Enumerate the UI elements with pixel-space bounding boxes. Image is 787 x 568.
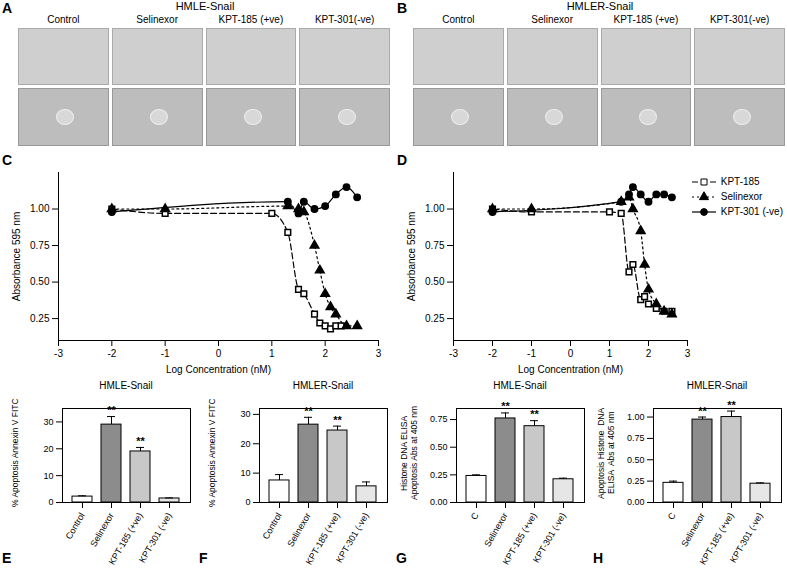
html-text:C: C (2, 152, 13, 168)
svg-text:KPT-185 (+ve): KPT-185 (+ve) (303, 510, 342, 567)
svg-text:0.75: 0.75 (627, 433, 645, 443)
svg-text:**: ** (304, 405, 313, 417)
svg-text:30: 30 (240, 409, 250, 419)
html-text:Selinexor: Selinexor (136, 14, 178, 25)
svg-text:0: 0 (216, 348, 222, 359)
svg-text:**: ** (501, 400, 510, 412)
html-text:E: E (2, 550, 12, 566)
svg-text:KPT-185 (+ve): KPT-185 (+ve) (106, 510, 145, 567)
svg-text:C: C (666, 511, 678, 522)
html-text:HMLER-Snail: HMLER-Snail (686, 380, 748, 391)
svg-text:Log Concentration (nM): Log Concentration (nM) (166, 364, 271, 375)
svg-text:1: 1 (269, 348, 275, 359)
html-text:KPT-185: KPT-185 (720, 176, 760, 187)
svg-text:0.00: 0.00 (430, 497, 448, 507)
html-text:Selinexor: Selinexor (531, 14, 573, 25)
html-text:D: D (397, 152, 408, 168)
svg-text:Selinexor: Selinexor (88, 511, 115, 549)
svg-text:1.00: 1.00 (425, 203, 445, 214)
svg-text:0.50: 0.50 (627, 455, 645, 465)
svg-text:1.00: 1.00 (627, 412, 645, 422)
svg-text:-3: -3 (449, 348, 458, 359)
html-text:Apoptosis Histone DNA ELISA Ab: Apoptosis Histone DNA ELISA Abs at 405 n… (596, 407, 616, 499)
svg-text:Absorbance 595 nm: Absorbance 595 nm (11, 212, 22, 302)
svg-text:**: ** (333, 414, 342, 426)
html-text:Histone DNA ELISA Apoptosis Ab: Histone DNA ELISA Apoptosis Abs at 405 n… (399, 406, 419, 500)
html-text:B: B (397, 0, 408, 16)
svg-text:3: 3 (685, 348, 691, 359)
html-text:HMLER-Snail: HMLER-Snail (292, 380, 354, 391)
svg-text:10: 10 (240, 468, 250, 478)
svg-text:0.75: 0.75 (425, 240, 445, 251)
svg-text:**: ** (698, 405, 707, 417)
html-text:% Apoptosis Annexin V FITC: % Apoptosis Annexin V FITC (10, 398, 20, 508)
svg-text:2: 2 (322, 348, 328, 359)
html-text:F: F (199, 550, 208, 566)
html-text:KPT-185 (+ve): KPT-185 (+ve) (613, 14, 679, 25)
svg-text:C: C (469, 511, 481, 522)
html-text:Selinexor: Selinexor (720, 191, 763, 202)
html-text:A: A (2, 0, 13, 16)
svg-text:-2: -2 (107, 348, 116, 359)
svg-text:Log Concentration (nM): Log Concentration (nM) (518, 364, 623, 375)
svg-text:3: 3 (376, 348, 382, 359)
html-text:H: H (593, 550, 604, 566)
svg-text:2: 2 (646, 348, 652, 359)
svg-text:KPT-185 (+ve): KPT-185 (+ve) (697, 510, 736, 567)
svg-text:1: 1 (607, 348, 613, 359)
html-text:HMLE-Snail: HMLE-Snail (493, 380, 547, 391)
svg-text:0: 0 (245, 497, 250, 507)
svg-text:0.50: 0.50 (425, 276, 445, 287)
svg-text:KPT-301 (-ve): KPT-301 (-ve) (728, 511, 765, 565)
svg-text:KPT-185 (+ve): KPT-185 (+ve) (500, 510, 539, 567)
html-text:KPT-185 (+ve): KPT-185 (+ve) (218, 14, 284, 25)
svg-text:Control: Control (64, 511, 87, 541)
html-text:Control: Control (442, 14, 475, 25)
svg-text:0: 0 (568, 348, 574, 359)
svg-text:Selinexor: Selinexor (285, 511, 312, 549)
svg-text:0.00: 0.00 (627, 497, 645, 507)
svg-text:-1: -1 (161, 348, 170, 359)
html-text:HMLE-Snail: HMLE-Snail (175, 0, 235, 12)
svg-text:KPT-301 (-ve): KPT-301 (-ve) (137, 511, 174, 565)
svg-text:-2: -2 (488, 348, 497, 359)
svg-text:0.25: 0.25 (30, 313, 50, 324)
svg-text:0.25: 0.25 (627, 476, 645, 486)
html-text:KPT-301(-ve): KPT-301(-ve) (709, 14, 770, 25)
html-text:% Apoptosis Annexin V FITC: % Apoptosis Annexin V FITC (207, 398, 217, 508)
html-text:KPT-301(-ve): KPT-301(-ve) (314, 14, 375, 25)
svg-text:0.25: 0.25 (425, 313, 445, 324)
svg-text:1.00: 1.00 (30, 203, 50, 214)
html-text:G: G (396, 550, 407, 566)
svg-text:**: ** (530, 408, 539, 420)
svg-text:0: 0 (48, 497, 53, 507)
svg-text:Selinexor: Selinexor (679, 511, 706, 549)
svg-text:-1: -1 (527, 348, 536, 359)
svg-text:0.75: 0.75 (430, 414, 448, 424)
svg-text:**: ** (136, 435, 145, 447)
svg-text:0.75: 0.75 (30, 240, 50, 251)
svg-text:Selinexor: Selinexor (482, 511, 509, 549)
svg-text:-3: -3 (54, 348, 63, 359)
svg-text:0.50: 0.50 (30, 276, 50, 287)
svg-text:0.50: 0.50 (430, 442, 448, 452)
svg-text:10: 10 (43, 471, 53, 481)
svg-text:20: 20 (43, 444, 53, 454)
svg-text:KPT-301 (-ve): KPT-301 (-ve) (531, 511, 568, 565)
html-text:Control: Control (47, 14, 80, 25)
svg-text:KPT-301 (-ve): KPT-301 (-ve) (334, 511, 371, 565)
html-text:KPT-301 (-ve): KPT-301 (-ve) (720, 206, 783, 217)
svg-text:**: ** (107, 404, 116, 416)
svg-text:Control: Control (261, 511, 284, 541)
svg-text:20: 20 (240, 439, 250, 449)
html-text:HMLE-Snail: HMLE-Snail (99, 380, 153, 391)
svg-text:0.25: 0.25 (430, 470, 448, 480)
html-text:HMLER-Snail: HMLER-Snail (566, 0, 634, 12)
svg-text:Absorbance 595 nm: Absorbance 595 nm (406, 212, 417, 302)
svg-text:30: 30 (43, 417, 53, 427)
